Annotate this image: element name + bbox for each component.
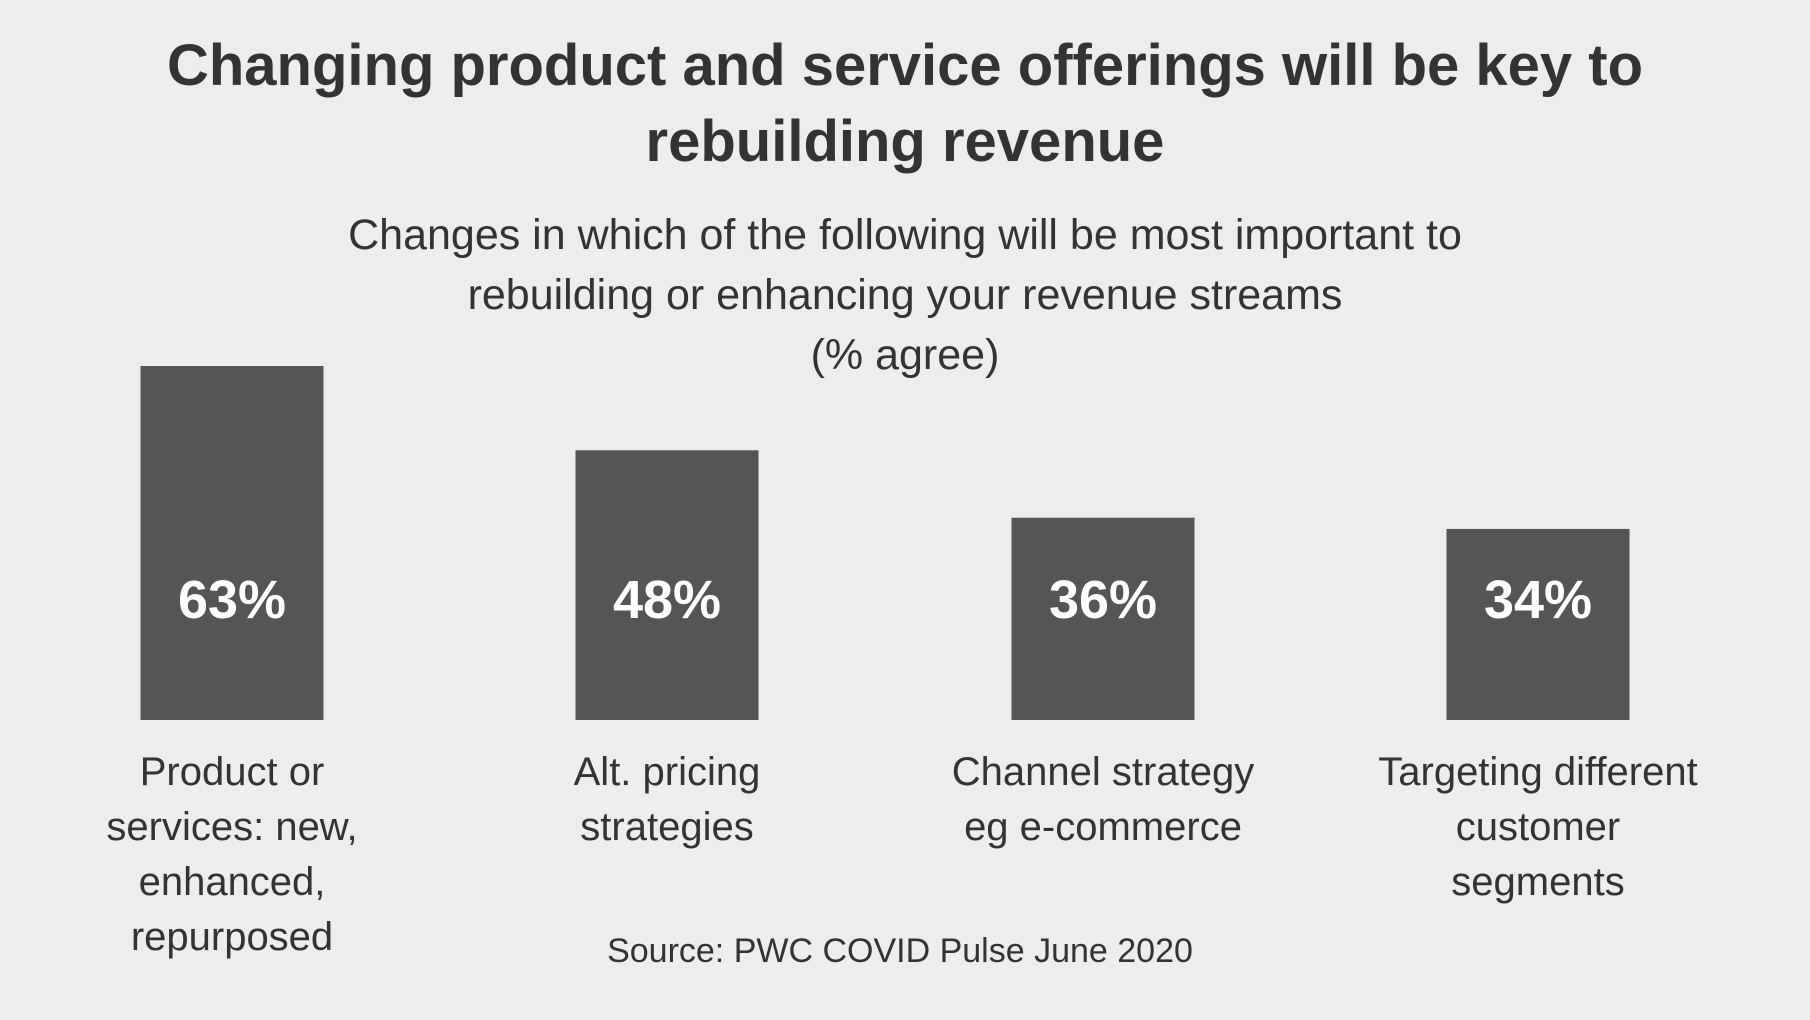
- category-label-line: segments: [1451, 860, 1625, 904]
- chart-subtitle: Changes in which of the following will b…: [200, 205, 1610, 385]
- bar-value-label-2: 48%: [613, 570, 721, 630]
- category-label-4: Targeting different customer segments: [1338, 745, 1738, 910]
- bar-3: [1011, 517, 1195, 720]
- category-label-3: Channel strategy eg e-commerce: [903, 745, 1303, 855]
- bar-value-label-1: 63%: [178, 570, 286, 630]
- bar-value-label-4: 34%: [1484, 570, 1592, 630]
- category-label-line: Targeting different: [1378, 750, 1698, 794]
- bar-2: [575, 450, 759, 720]
- bar-1: [140, 366, 324, 720]
- bar-value-label-3: 36%: [1049, 570, 1157, 630]
- category-label-line: eg e-commerce: [964, 805, 1242, 849]
- category-label-line: Channel strategy: [951, 750, 1255, 794]
- category-label-2: Alt. pricing strategies: [467, 745, 867, 855]
- category-label-line: Product or: [139, 750, 325, 794]
- category-label-line: Alt. pricing: [573, 750, 761, 794]
- chart-title: Changing product and service offerings w…: [166, 33, 1644, 174]
- subtitle-line-1: Changes in which of the following will b…: [348, 211, 1462, 259]
- category-label-line: repurposed: [130, 915, 334, 959]
- category-label-line: customer: [1455, 805, 1621, 849]
- bar-4: [1446, 528, 1630, 720]
- category-label-line: strategies: [580, 805, 754, 849]
- category-label-1: Product or services: new, enhanced, repurpo…: [32, 745, 432, 965]
- subtitle-line-2: rebuilding or enhancing your revenue str…: [467, 271, 1343, 319]
- category-label-line: services: new,: [106, 805, 358, 849]
- category-label-line: enhanced,: [138, 860, 326, 904]
- subtitle-line-3: (% agree): [810, 331, 1000, 379]
- source-note: Source: PWC COVID Pulse June 2020: [607, 932, 1193, 970]
